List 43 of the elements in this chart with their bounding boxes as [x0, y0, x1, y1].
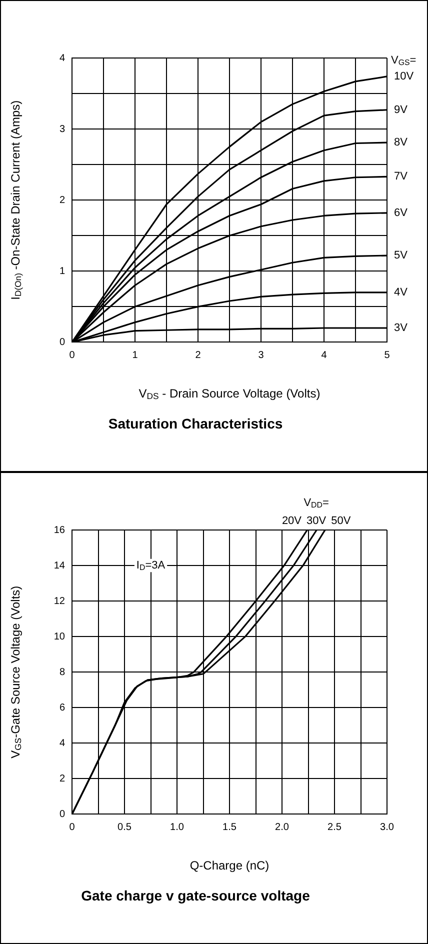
x-tick-label: 5 [384, 350, 390, 361]
series-label: 7V [394, 170, 408, 183]
series-label: 8V [394, 136, 408, 149]
y-tick-label: 10 [54, 631, 66, 642]
y-axis-title: VGS-Gate Source Voltage (Volts) [8, 586, 24, 758]
x-tick-label: 0.5 [118, 822, 132, 833]
x-axis-title: Q-Charge (nC) [190, 858, 270, 873]
y-axis-title: ID(On) -On-State Drain Current (Amps) [8, 100, 24, 300]
series-label: 10V [394, 70, 414, 83]
y-tick-label: 0 [59, 808, 66, 820]
y-tick-label: 14 [54, 560, 66, 572]
series-label: 3V [394, 322, 408, 334]
x-tick-label: 3 [258, 350, 264, 361]
y-tick-label: 2 [59, 773, 66, 784]
y-tick-label: 2 [59, 194, 66, 206]
y-tick-label: 0 [59, 336, 66, 348]
series-label: 5V [394, 250, 408, 262]
text: Saturation Characteristics [108, 415, 283, 432]
series-label: 50V [331, 515, 352, 528]
x-tick-label: 2 [195, 350, 202, 361]
x-tick-label: 4 [321, 350, 328, 361]
series-label: 20V [282, 515, 302, 528]
series-label: 30V [306, 515, 327, 528]
x-tick-label: 3.0 [380, 822, 394, 833]
series-label: 6V [394, 206, 408, 219]
series-label: 9V [394, 104, 408, 116]
x-tick-label: 1.5 [222, 822, 237, 833]
x-tick-label: 1.0 [170, 822, 184, 833]
text: Gate charge v gate-source voltage [81, 887, 310, 904]
y-tick-label: 12 [54, 596, 66, 607]
x-tick-label: 1 [132, 350, 138, 361]
y-tick-label: 1 [59, 266, 66, 277]
y-tick-label: 16 [54, 524, 66, 536]
series-label: 4V [394, 286, 408, 298]
x-tick-label: 0 [69, 350, 76, 361]
x-tick-label: 2.0 [275, 822, 290, 833]
y-tick-label: 4 [59, 52, 66, 64]
y-tick-label: 8 [59, 666, 66, 678]
x-tick-label: 2.5 [328, 822, 342, 833]
y-tick-label: 6 [59, 702, 66, 714]
y-tick-label: 4 [59, 738, 66, 749]
x-tick-label: 0 [69, 822, 76, 833]
y-tick-label: 3 [59, 124, 66, 135]
